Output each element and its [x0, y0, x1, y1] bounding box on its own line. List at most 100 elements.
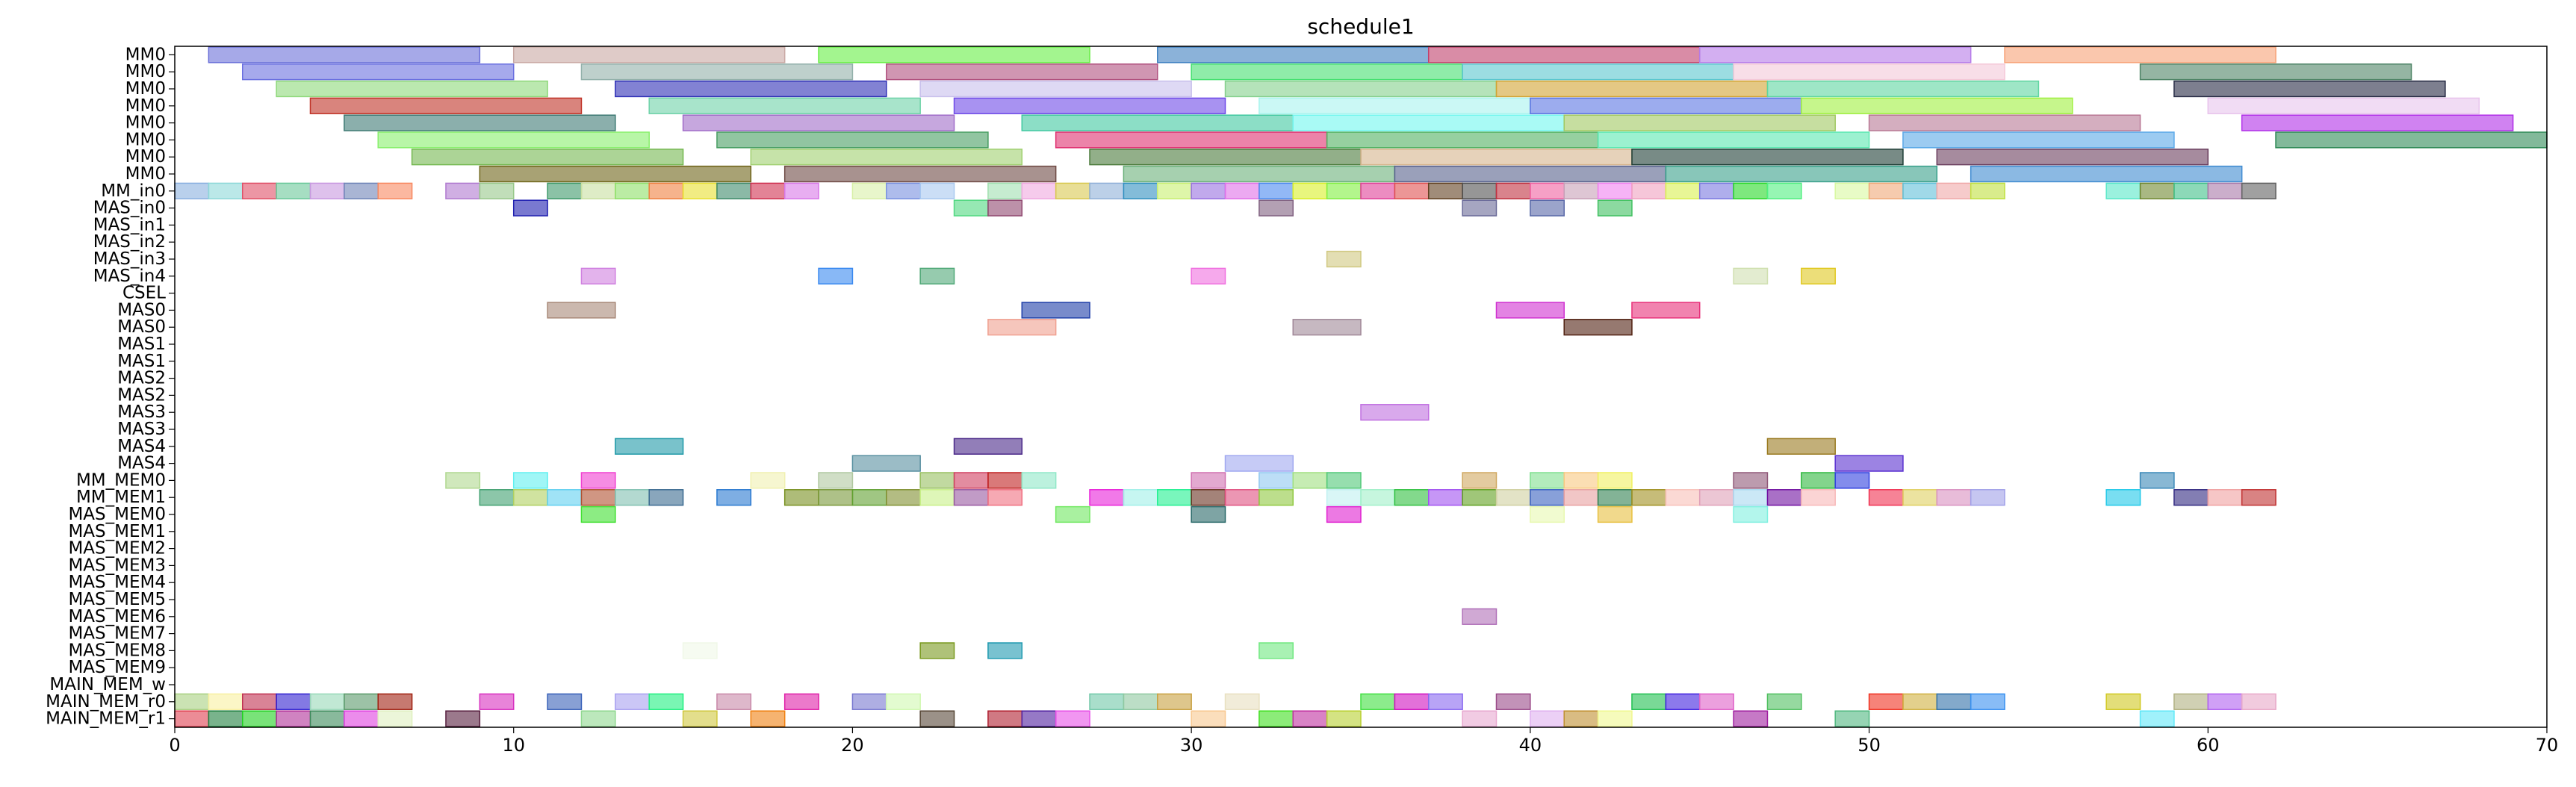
y-tick-label: MAS_MEM1 [68, 522, 166, 541]
task-bar [208, 46, 481, 63]
task-bar [2275, 131, 2548, 149]
task-bar [1733, 710, 1769, 727]
task-bar [1902, 693, 1938, 710]
task-bar [2207, 182, 2243, 199]
task-bar [1563, 489, 1599, 506]
task-bar [1191, 63, 1463, 81]
task-bar [1766, 438, 1836, 455]
y-tick-label: MAS3 [117, 420, 166, 439]
chart-title: schedule1 [1307, 14, 1414, 39]
task-bar [2241, 489, 2276, 506]
task-bar [716, 182, 752, 199]
task-bar [2173, 182, 2209, 199]
task-bar [615, 693, 650, 710]
task-bar [783, 489, 819, 506]
task-bar [1665, 165, 1938, 183]
task-bar [1123, 165, 1396, 183]
task-bar [1834, 455, 1904, 472]
task-bar [1292, 710, 1328, 727]
task-bar [1360, 404, 1430, 421]
task-bar [1157, 182, 1192, 199]
task-bar [1597, 489, 1633, 506]
task-bar [886, 693, 921, 710]
task-bar [2173, 489, 2209, 506]
task-bar [208, 693, 243, 710]
task-bar [1631, 149, 1904, 166]
task-bar [2004, 46, 2276, 63]
task-bar [716, 693, 752, 710]
task-bar [411, 149, 684, 166]
task-bar [1868, 114, 2141, 131]
y-tick-label: MM_in0 [101, 181, 166, 201]
task-bar [818, 267, 854, 284]
task-bar [953, 489, 989, 506]
task-bar [1868, 693, 1904, 710]
task-bar [1462, 472, 1498, 489]
task-bar [1258, 710, 1294, 727]
task-bar [818, 472, 854, 489]
task-bar [851, 489, 887, 506]
task-bar [818, 46, 1090, 63]
task-bar [818, 489, 854, 506]
task-bar [919, 267, 955, 284]
task-bar [2139, 710, 2175, 727]
task-bar [1089, 693, 1125, 710]
task-bar [716, 131, 989, 149]
task-bar [377, 131, 650, 149]
task-bar [648, 182, 684, 199]
y-tick-label: MAS0 [117, 300, 166, 320]
task-bar [1834, 710, 1870, 727]
task-bar [987, 199, 1023, 217]
task-bar [1530, 489, 1565, 506]
task-bar [1766, 693, 1802, 710]
task-bar [953, 438, 1023, 455]
y-tick-label: MAIN_MEM_r0 [46, 692, 166, 712]
task-bar [1462, 710, 1498, 727]
task-bar [1530, 97, 1802, 114]
task-bar [1021, 114, 1294, 131]
task-bar [1258, 97, 1531, 114]
task-bar [987, 182, 1023, 199]
task-bar [512, 489, 548, 506]
y-tick-label: MAS3 [117, 402, 166, 422]
task-bar [1868, 182, 1904, 199]
task-bars [174, 46, 2548, 727]
task-bar [682, 114, 955, 131]
y-tick-label: MAS1 [117, 352, 166, 371]
task-bar [1733, 506, 1769, 523]
y-tick-label: MM0 [125, 147, 166, 167]
task-bar [1733, 489, 1769, 506]
task-bar [2241, 114, 2514, 131]
task-bar [512, 199, 548, 217]
task-bar [886, 489, 921, 506]
task-bar [1326, 489, 1362, 506]
task-bar [919, 472, 955, 489]
task-bar [580, 472, 616, 489]
task-bar [580, 710, 616, 727]
task-bar [682, 642, 718, 659]
task-bar [1936, 693, 1972, 710]
y-tick-label: MAS_MEM3 [68, 556, 166, 575]
task-bar [1427, 182, 1463, 199]
task-bar [479, 489, 515, 506]
y-tick-label: MAS_in3 [93, 249, 166, 269]
task-bar [2105, 489, 2141, 506]
task-bar [1191, 267, 1226, 284]
task-bar [1157, 46, 1430, 63]
task-bar [276, 80, 548, 98]
task-bar [479, 165, 752, 183]
task-bar [1530, 710, 1565, 727]
task-bar [1394, 182, 1430, 199]
task-bar [1021, 302, 1090, 319]
task-bar [1021, 472, 1057, 489]
y-tick-label: MAS_MEM9 [68, 658, 166, 677]
task-bar [309, 693, 345, 710]
task-bar [547, 693, 583, 710]
y-tick-label: MAS2 [117, 385, 166, 405]
task-bar [580, 267, 616, 284]
task-bar [377, 710, 413, 727]
task-bar [1224, 693, 1260, 710]
task-bar [2173, 693, 2209, 710]
task-bar [309, 710, 345, 727]
